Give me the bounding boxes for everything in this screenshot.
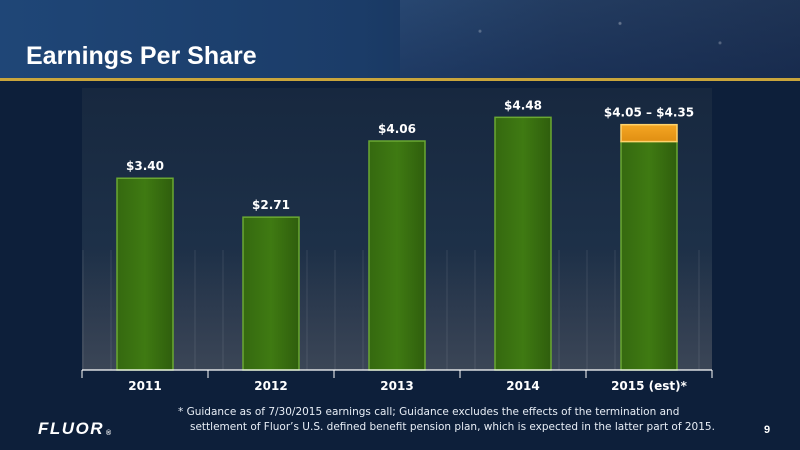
data-label-1: $2.71 — [252, 198, 290, 212]
footnote-line-1: * Guidance as of 7/30/2015 earnings call… — [178, 406, 680, 418]
data-label-2: $4.06 — [378, 122, 416, 136]
header-divider — [0, 78, 800, 81]
guidance-footnote: * Guidance as of 7/30/2015 earnings call… — [178, 405, 738, 435]
logo-text: FLUOR — [38, 419, 105, 438]
fluor-logo: FLUOR ® — [38, 419, 113, 439]
header-refinery-image — [400, 0, 800, 78]
bar-2014 — [494, 116, 552, 371]
footnote-line-2: settlement of Fluor’s U.S. defined benef… — [190, 421, 715, 433]
bar-2011 — [116, 177, 174, 371]
x-tick-label-3: 2014 — [506, 379, 539, 393]
x-tick-label-4: 2015 (est)* — [611, 379, 688, 393]
bar-2012 — [242, 216, 300, 371]
header-band — [0, 0, 800, 78]
data-label-3: $4.48 — [504, 98, 542, 112]
eps-bar-chart: $3.40 $2.71 $4.06 $4.48 $4.05 – $4.35 2011 20… — [81, 98, 713, 393]
data-label-4: $4.05 – $4.35 — [604, 106, 694, 120]
registered-mark: ® — [106, 430, 113, 437]
x-tick-label-2: 2013 — [380, 379, 413, 393]
bar-2015est — [620, 140, 678, 371]
x-tick-label-1: 2012 — [254, 379, 287, 393]
guidance-range-band — [620, 123, 678, 143]
bar-2013 — [368, 140, 426, 371]
data-label-0: $3.40 — [126, 159, 164, 173]
x-tick-label-0: 2011 — [128, 379, 161, 393]
page-number: 9 — [764, 424, 771, 436]
page-title: Earnings Per Share — [26, 42, 257, 70]
